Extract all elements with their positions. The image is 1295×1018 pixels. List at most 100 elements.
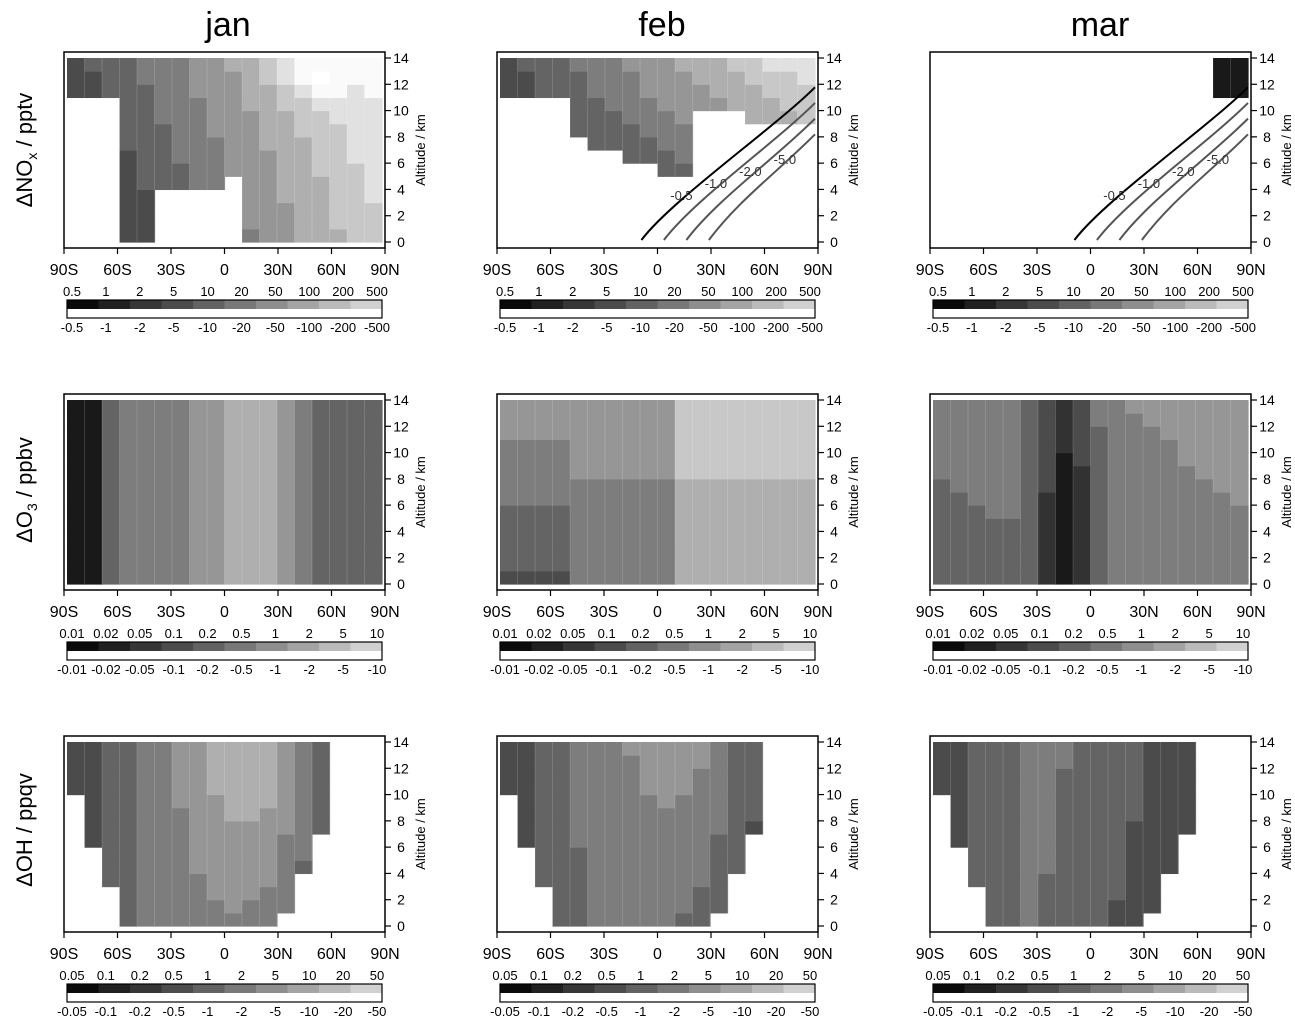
contour-cell xyxy=(587,505,606,519)
contour-cell xyxy=(312,544,331,559)
contour-cell xyxy=(347,531,366,546)
contour-cell xyxy=(675,847,694,861)
contour-cell xyxy=(517,426,536,441)
contour-cell xyxy=(1178,794,1197,809)
contour-cell xyxy=(347,518,366,533)
contour-cell xyxy=(242,202,261,217)
contour-cell xyxy=(745,478,764,493)
contour-cell xyxy=(207,899,226,914)
contour-cell xyxy=(294,807,313,822)
contour-cell xyxy=(985,570,1004,585)
contour-cell xyxy=(1230,570,1249,585)
colorbar-swatch xyxy=(752,300,784,309)
contour-cell xyxy=(692,755,711,769)
contour-cell xyxy=(1213,505,1232,519)
colorbar-swatch xyxy=(783,984,816,993)
contour-cell xyxy=(675,71,694,85)
contour-cell xyxy=(517,400,536,414)
colorbar-tick-negative: -50 xyxy=(699,320,718,335)
contour-cell xyxy=(137,886,156,901)
contour-cell xyxy=(1108,439,1127,454)
colorbar-swatch xyxy=(287,642,320,651)
contour-cell xyxy=(119,518,138,533)
colorbar-swatch xyxy=(319,300,351,309)
contour-cell xyxy=(692,426,711,441)
contour-cell xyxy=(797,570,816,585)
contour-cell xyxy=(154,886,173,901)
contour-cell xyxy=(364,110,383,125)
contour-cell xyxy=(102,465,121,480)
contour-cell xyxy=(968,570,987,585)
colorbar-tick-negative: -2 xyxy=(1000,320,1012,335)
colorbar-swatch xyxy=(193,300,225,309)
contour-cell xyxy=(985,465,1004,480)
contour-cell xyxy=(1160,557,1179,572)
colorbar-tick-negative: -5 xyxy=(337,662,349,677)
contour-cell xyxy=(347,505,366,519)
contour-cell xyxy=(137,136,156,151)
contour-cell xyxy=(207,176,226,191)
contour-cell xyxy=(137,807,156,822)
colorbar-swatch xyxy=(287,984,320,993)
contour-cell xyxy=(119,202,138,217)
contour-cell xyxy=(207,807,226,822)
contour-cell xyxy=(985,873,1004,888)
contour-cell xyxy=(605,742,624,756)
contour-cell xyxy=(933,492,952,506)
colorbar-swatch xyxy=(1185,300,1217,309)
contour-cell xyxy=(154,505,173,519)
contour-cell xyxy=(1125,400,1144,414)
contour-cell xyxy=(1143,478,1162,493)
contour-cell xyxy=(242,768,261,783)
contour-cell xyxy=(224,820,243,835)
contour-cell xyxy=(587,570,606,585)
contour-cell xyxy=(364,189,383,204)
contour-cell xyxy=(1090,570,1109,585)
contour-cell xyxy=(84,478,103,493)
contour-cell xyxy=(294,834,313,848)
contour-cell xyxy=(692,452,711,467)
altitude-axis-label: Altitude / km xyxy=(413,456,428,528)
contour-cell xyxy=(657,794,676,809)
contour-cell xyxy=(1125,794,1144,809)
colorbar-swatch xyxy=(1122,300,1154,309)
contour-cell xyxy=(1090,860,1109,875)
latitude-axis: 90S 60S 30S 0 30N 60N 90N xyxy=(50,590,400,621)
contour-cell xyxy=(570,847,589,861)
contour-cell xyxy=(1108,426,1127,441)
contour-cell xyxy=(329,413,348,427)
contour-cell xyxy=(154,570,173,585)
contour-cell xyxy=(657,439,676,454)
colorbar-swatch xyxy=(1122,642,1154,651)
contour-cell xyxy=(587,847,606,861)
contour-cell xyxy=(1073,465,1092,480)
contour-cell xyxy=(67,58,86,72)
contour-cell xyxy=(675,400,694,414)
contour-cell xyxy=(1160,531,1179,546)
contour-cell xyxy=(294,505,313,519)
colorbar-swatch xyxy=(1185,642,1217,651)
contour-cell xyxy=(242,860,261,875)
contour-cell xyxy=(224,163,243,177)
colorbar-tick-positive: 10 xyxy=(735,968,749,983)
y-tick-label: 4 xyxy=(397,865,405,881)
contour-cell xyxy=(797,557,816,572)
colorbar-swatch xyxy=(933,651,1248,660)
contour-cell xyxy=(640,426,659,441)
contour-cell xyxy=(1090,439,1109,454)
colorbar-swatch xyxy=(563,300,595,309)
contour-cell xyxy=(762,400,781,414)
contour-cell xyxy=(500,518,519,533)
contour-cell xyxy=(570,544,589,559)
colorbar-tick-negative: -10 xyxy=(733,1004,752,1018)
contour-cell xyxy=(172,84,191,99)
colorbar-tick-positive: 500 xyxy=(799,284,821,299)
contour-cell xyxy=(587,465,606,480)
contour-cell xyxy=(1230,557,1249,572)
colorbar: 0.5 1 2 5 10 20 50 100 200 500-0.5 -1 -2 -5 -10 -20 -50… xyxy=(927,284,1256,335)
contour-cell xyxy=(242,413,261,427)
colorbar-tick-negative: -10 xyxy=(631,320,650,335)
contour-cell xyxy=(294,492,313,506)
contour-cell xyxy=(933,742,952,756)
contour-cell xyxy=(535,71,554,85)
